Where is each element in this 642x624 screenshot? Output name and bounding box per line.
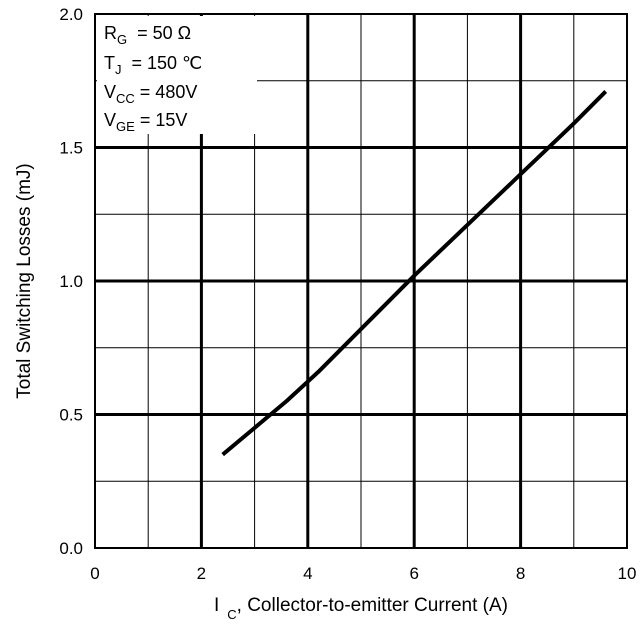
y-tick-label: 1.5 xyxy=(59,139,83,158)
condition-rg: RG = 50 Ω xyxy=(104,23,191,47)
condition-vge: VGE = 15V xyxy=(104,110,187,134)
condition-vge-value: = 15V xyxy=(135,110,188,130)
x-axis-label-subscript: C xyxy=(227,607,236,622)
series-line-0 xyxy=(221,90,608,457)
x-tick-label: 0 xyxy=(90,564,99,583)
x-tick-label: 8 xyxy=(516,564,525,583)
condition-vcc-symbol: V xyxy=(104,82,116,102)
y-tick-label: 2.0 xyxy=(59,5,83,24)
condition-vge-symbol: V xyxy=(104,110,116,130)
y-tick-label: 0.5 xyxy=(59,406,83,425)
x-axis-label: I C, Collector-to-emitter Current (A) xyxy=(214,595,508,622)
y-tick-label: 1.0 xyxy=(59,272,83,291)
condition-tj-symbol: T xyxy=(104,53,115,73)
condition-rg-value: = 50 Ω xyxy=(127,23,191,43)
series-group xyxy=(221,90,608,457)
x-tick-label: 10 xyxy=(618,564,637,583)
condition-vcc-value: = 480V xyxy=(135,82,198,102)
condition-tj-value: = 150 ℃ xyxy=(122,53,203,73)
condition-vcc-subscript: CC xyxy=(116,91,135,106)
y-axis-label: Total Switching Losses (mJ) xyxy=(14,163,35,398)
condition-legend-box xyxy=(97,16,257,134)
condition-legend: RG = 50 Ω TJ = 150 ℃ VCC = 480V VGE = 15… xyxy=(97,16,257,134)
condition-tj-subscript: J xyxy=(115,62,122,77)
condition-rg-symbol: R xyxy=(104,23,117,43)
y-tick-label: 0.0 xyxy=(59,539,83,558)
condition-tj: TJ = 150 ℃ xyxy=(104,53,202,77)
x-axis-label-text: , Collector-to-emitter Current (A) xyxy=(237,595,508,616)
condition-rg-subscript: G xyxy=(117,32,127,47)
x-tick-label: 6 xyxy=(409,564,418,583)
x-axis-label-symbol: I xyxy=(214,595,219,616)
x-tick-label: 2 xyxy=(197,564,206,583)
plot-frame xyxy=(94,13,628,549)
x-tick-label: 4 xyxy=(303,564,312,583)
condition-vge-subscript: GE xyxy=(116,119,135,134)
x-tick-labels: 0 2 4 6 8 10 xyxy=(90,564,636,583)
condition-vcc: VCC = 480V xyxy=(104,82,197,106)
y-tick-labels: 0.0 0.5 1.0 1.5 2.0 xyxy=(59,5,83,558)
